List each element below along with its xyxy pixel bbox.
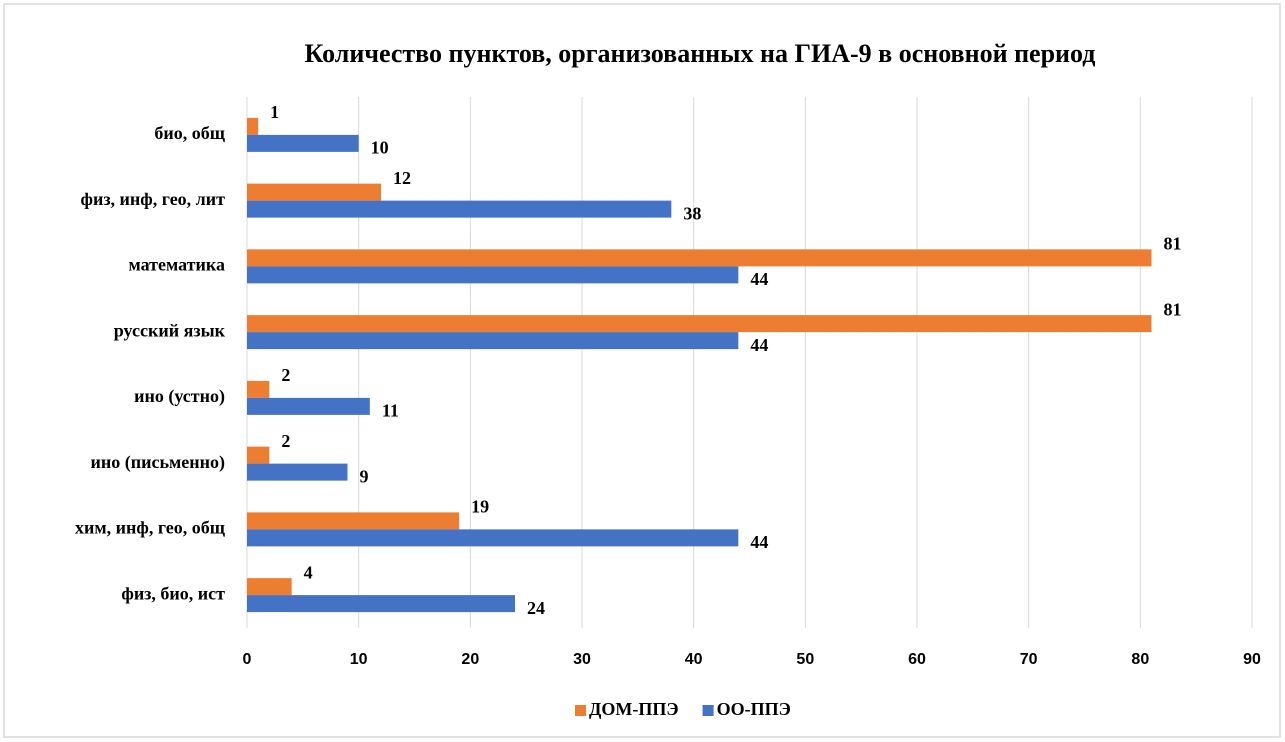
bar — [247, 595, 515, 613]
bar — [247, 578, 292, 596]
data-label: 9 — [360, 466, 369, 486]
bar — [247, 529, 739, 547]
data-label: 44 — [750, 269, 768, 289]
bar — [247, 512, 460, 530]
bar — [247, 183, 381, 201]
x-tick-label: 20 — [461, 651, 479, 668]
y-tick-label: математика — [129, 255, 226, 275]
data-label: 19 — [471, 497, 489, 517]
y-tick-label: физ, инф, гео, лит — [81, 189, 226, 209]
bar — [247, 380, 270, 398]
x-tick-label: 30 — [573, 651, 591, 668]
legend-label: ОО-ППЭ — [717, 699, 791, 719]
data-label: 44 — [750, 335, 768, 355]
data-label: 1 — [270, 102, 279, 122]
y-tick-label: хим, инф, гео, общ — [75, 518, 226, 538]
y-tick-label: русский язык — [114, 320, 226, 340]
bar — [247, 249, 1152, 267]
x-tick-label: 40 — [685, 651, 703, 668]
data-label: 81 — [1164, 299, 1182, 319]
data-label: 10 — [371, 138, 389, 158]
chart-title: Количество пунктов, организованных на ГИ… — [305, 39, 1096, 68]
data-label: 44 — [750, 532, 768, 552]
data-label: 81 — [1164, 234, 1182, 254]
bar — [247, 315, 1152, 333]
legend-label: ДОМ-ППЭ — [589, 699, 679, 719]
x-tick-label: 60 — [908, 651, 926, 668]
y-tick-label: ино (устно) — [134, 386, 225, 407]
bar — [247, 134, 359, 152]
bar — [247, 397, 370, 415]
x-tick-label: 0 — [243, 651, 252, 668]
x-tick-label: 90 — [1243, 651, 1261, 668]
x-tick-label: 10 — [350, 651, 368, 668]
bar — [247, 446, 270, 464]
data-label: 12 — [393, 168, 411, 188]
bar — [247, 463, 348, 481]
data-label: 24 — [527, 598, 545, 618]
bar — [247, 200, 672, 218]
legend-swatch — [702, 705, 714, 716]
x-tick-label: 70 — [1020, 651, 1038, 668]
legend-swatch — [575, 705, 586, 716]
data-label: 11 — [382, 401, 399, 421]
bar — [247, 266, 739, 284]
data-label: 2 — [281, 431, 290, 451]
data-label: 2 — [281, 365, 290, 385]
x-tick-label: 80 — [1131, 651, 1149, 668]
chart-border — [3, 3, 1281, 738]
y-tick-label: био, общ — [154, 123, 225, 143]
bar — [247, 117, 259, 135]
bar — [247, 332, 739, 350]
data-label: 4 — [304, 562, 313, 582]
y-tick-label: ино (письменно) — [91, 452, 225, 473]
y-tick-label: физ, био, ист — [121, 583, 225, 603]
data-label: 38 — [683, 203, 701, 223]
x-tick-label: 50 — [796, 651, 814, 668]
